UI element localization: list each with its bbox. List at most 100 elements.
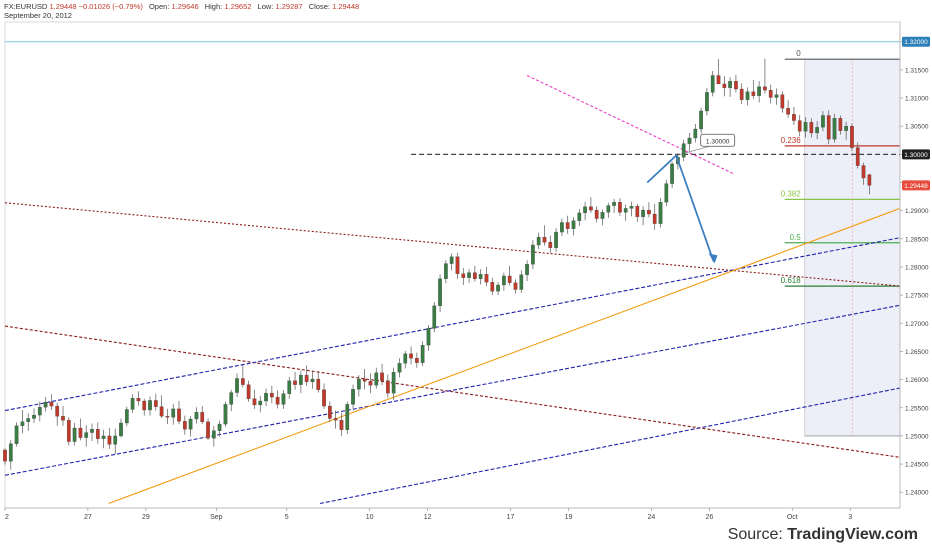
- candle-down: [635, 206, 640, 218]
- candle-down: [490, 282, 495, 292]
- x-tick-label: 10: [366, 514, 374, 521]
- plot-area: [4, 21, 901, 509]
- candle-up: [194, 412, 199, 420]
- x-tick-label: 17: [507, 514, 515, 521]
- candle-up: [188, 418, 193, 430]
- candle-down: [269, 392, 274, 398]
- candle-up: [258, 400, 263, 406]
- candle-up: [426, 328, 431, 346]
- candle-up: [223, 404, 228, 425]
- candle-up: [670, 163, 674, 184]
- candle-down: [61, 416, 65, 421]
- candle-up: [420, 345, 425, 363]
- last-price: 1.29448: [49, 2, 77, 11]
- candle-up: [281, 393, 286, 405]
- candle-down: [739, 88, 744, 100]
- y-tick-label: 1.30500: [905, 124, 929, 131]
- high-label: High:: [204, 2, 223, 11]
- candle-down: [797, 120, 802, 132]
- candle-up: [687, 137, 692, 144]
- candle-up: [710, 75, 715, 93]
- candle-down: [652, 213, 657, 224]
- candle-down: [153, 400, 158, 407]
- candle-down: [826, 115, 831, 140]
- candle-up: [357, 378, 361, 390]
- y-tick-label: 1.27000: [905, 321, 929, 328]
- y-tick-label: 1.27500: [905, 293, 929, 300]
- candle-down: [763, 86, 767, 91]
- candle-up: [502, 275, 506, 286]
- fib-level-label: 0.236: [781, 136, 802, 145]
- candle-down: [386, 380, 390, 394]
- candle-down: [182, 421, 187, 430]
- candle-down: [165, 416, 170, 418]
- candle-down: [734, 80, 738, 90]
- candle-down: [55, 405, 60, 417]
- x-tick-label: 26: [705, 514, 713, 521]
- trendline: [319, 387, 901, 505]
- x-tick-label: 19: [565, 514, 573, 521]
- trendline: [4, 304, 901, 476]
- x-tick-label: 24: [647, 514, 655, 521]
- candle-down: [461, 273, 466, 278]
- candle-up: [623, 208, 628, 213]
- candle-down: [78, 427, 83, 438]
- chart-header: FX:EURUSD 1.29448 −0.01026 (−0.79%) Open…: [4, 2, 359, 11]
- x-tick-label: Sep: [210, 514, 223, 521]
- source-brand: TradingView.com: [787, 526, 918, 543]
- candle-down: [647, 209, 651, 215]
- candle-down: [838, 118, 843, 131]
- candle-up: [600, 212, 605, 219]
- x-tick-label: 12: [424, 514, 432, 521]
- trendline: [4, 325, 901, 458]
- candle-down: [333, 418, 338, 421]
- low-label: Low:: [257, 2, 274, 11]
- price-change: −0.01026 (−0.79%): [78, 2, 143, 11]
- candle-up: [629, 206, 634, 209]
- candle-up: [287, 380, 292, 394]
- callout-pointer: [676, 145, 710, 156]
- candle-down: [380, 372, 384, 381]
- trendline: [526, 75, 735, 175]
- candle-down: [861, 165, 866, 179]
- fib-level-label: 0: [796, 49, 801, 58]
- candle-up: [298, 374, 303, 385]
- candle-up: [577, 212, 582, 221]
- trendline: [4, 202, 901, 287]
- candle-down: [3, 449, 7, 462]
- candle-up: [612, 202, 616, 206]
- candle-up: [130, 398, 135, 410]
- candle-up: [641, 209, 645, 218]
- candle-down: [751, 91, 756, 96]
- candle-down: [275, 396, 280, 405]
- candle-down: [328, 405, 332, 419]
- trendline: [108, 207, 901, 505]
- y-tick-label: 1.31000: [905, 96, 929, 103]
- candle-up: [681, 143, 686, 158]
- y-tick-label: 1.26500: [905, 349, 929, 356]
- candle-down: [415, 358, 419, 363]
- candle-up: [449, 256, 454, 264]
- candle-up: [148, 400, 152, 411]
- candle-down: [177, 408, 181, 422]
- forecast-arrowhead: [708, 253, 718, 264]
- candle-down: [200, 412, 205, 422]
- candle-up: [14, 425, 19, 444]
- candle-down: [322, 389, 326, 407]
- candle-down: [362, 378, 367, 382]
- y-tick-label: 1.28500: [905, 236, 929, 243]
- x-tick-label: 3: [848, 514, 852, 521]
- callout-box: [700, 133, 736, 147]
- candle-up: [8, 443, 13, 462]
- candle-up: [478, 274, 483, 279]
- candle-down: [513, 282, 518, 290]
- candle-down: [589, 206, 593, 211]
- candle-down: [855, 147, 860, 166]
- candle-down: [768, 89, 773, 98]
- candle-up: [699, 110, 703, 130]
- x-tick-label: 29: [142, 514, 150, 521]
- candle-up: [235, 378, 239, 393]
- trendline: [4, 237, 901, 412]
- y-tick-label: 1.25000: [905, 433, 929, 440]
- candle-up: [531, 244, 535, 265]
